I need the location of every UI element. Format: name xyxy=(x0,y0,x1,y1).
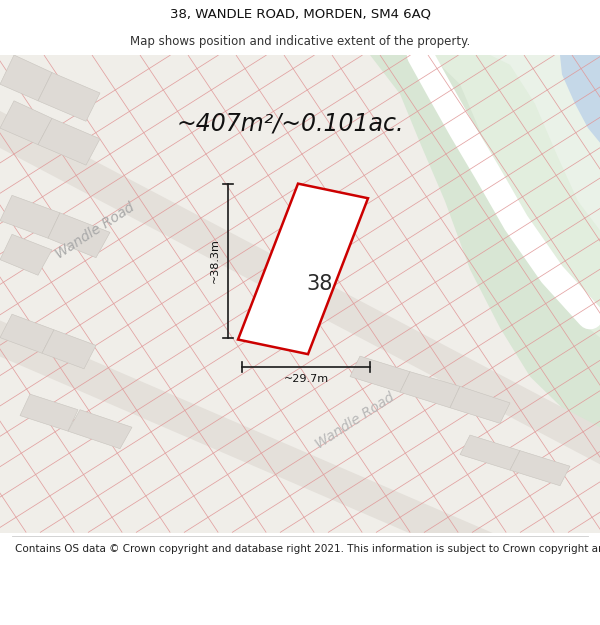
Text: 38: 38 xyxy=(307,274,333,294)
Polygon shape xyxy=(20,394,78,431)
Polygon shape xyxy=(68,410,132,449)
Text: Contains OS data © Crown copyright and database right 2021. This information is : Contains OS data © Crown copyright and d… xyxy=(15,544,600,554)
Text: ~38.3m: ~38.3m xyxy=(210,238,220,283)
Polygon shape xyxy=(0,55,52,101)
Polygon shape xyxy=(400,372,460,408)
Text: 38, WANDLE ROAD, MORDEN, SM4 6AQ: 38, WANDLE ROAD, MORDEN, SM4 6AQ xyxy=(170,8,431,20)
Polygon shape xyxy=(0,106,600,464)
Polygon shape xyxy=(460,435,520,470)
Polygon shape xyxy=(238,184,368,354)
Polygon shape xyxy=(38,118,100,165)
Text: Map shows position and indicative extent of the property.: Map shows position and indicative extent… xyxy=(130,35,470,48)
Text: ~29.7m: ~29.7m xyxy=(283,374,329,384)
Polygon shape xyxy=(0,234,52,275)
Polygon shape xyxy=(510,451,570,486)
Polygon shape xyxy=(0,316,600,616)
Polygon shape xyxy=(0,314,54,353)
Text: ~407m²/~0.101ac.: ~407m²/~0.101ac. xyxy=(176,111,404,135)
Polygon shape xyxy=(560,55,600,142)
Polygon shape xyxy=(490,55,600,231)
Polygon shape xyxy=(350,356,410,392)
Text: Wandle Road: Wandle Road xyxy=(53,200,137,261)
Polygon shape xyxy=(450,386,510,423)
Polygon shape xyxy=(370,55,600,435)
Text: Wandle Road: Wandle Road xyxy=(313,390,397,451)
Polygon shape xyxy=(0,196,60,238)
Polygon shape xyxy=(48,213,110,258)
Polygon shape xyxy=(42,330,96,369)
Polygon shape xyxy=(0,101,52,144)
Polygon shape xyxy=(38,72,100,121)
Polygon shape xyxy=(430,55,600,338)
